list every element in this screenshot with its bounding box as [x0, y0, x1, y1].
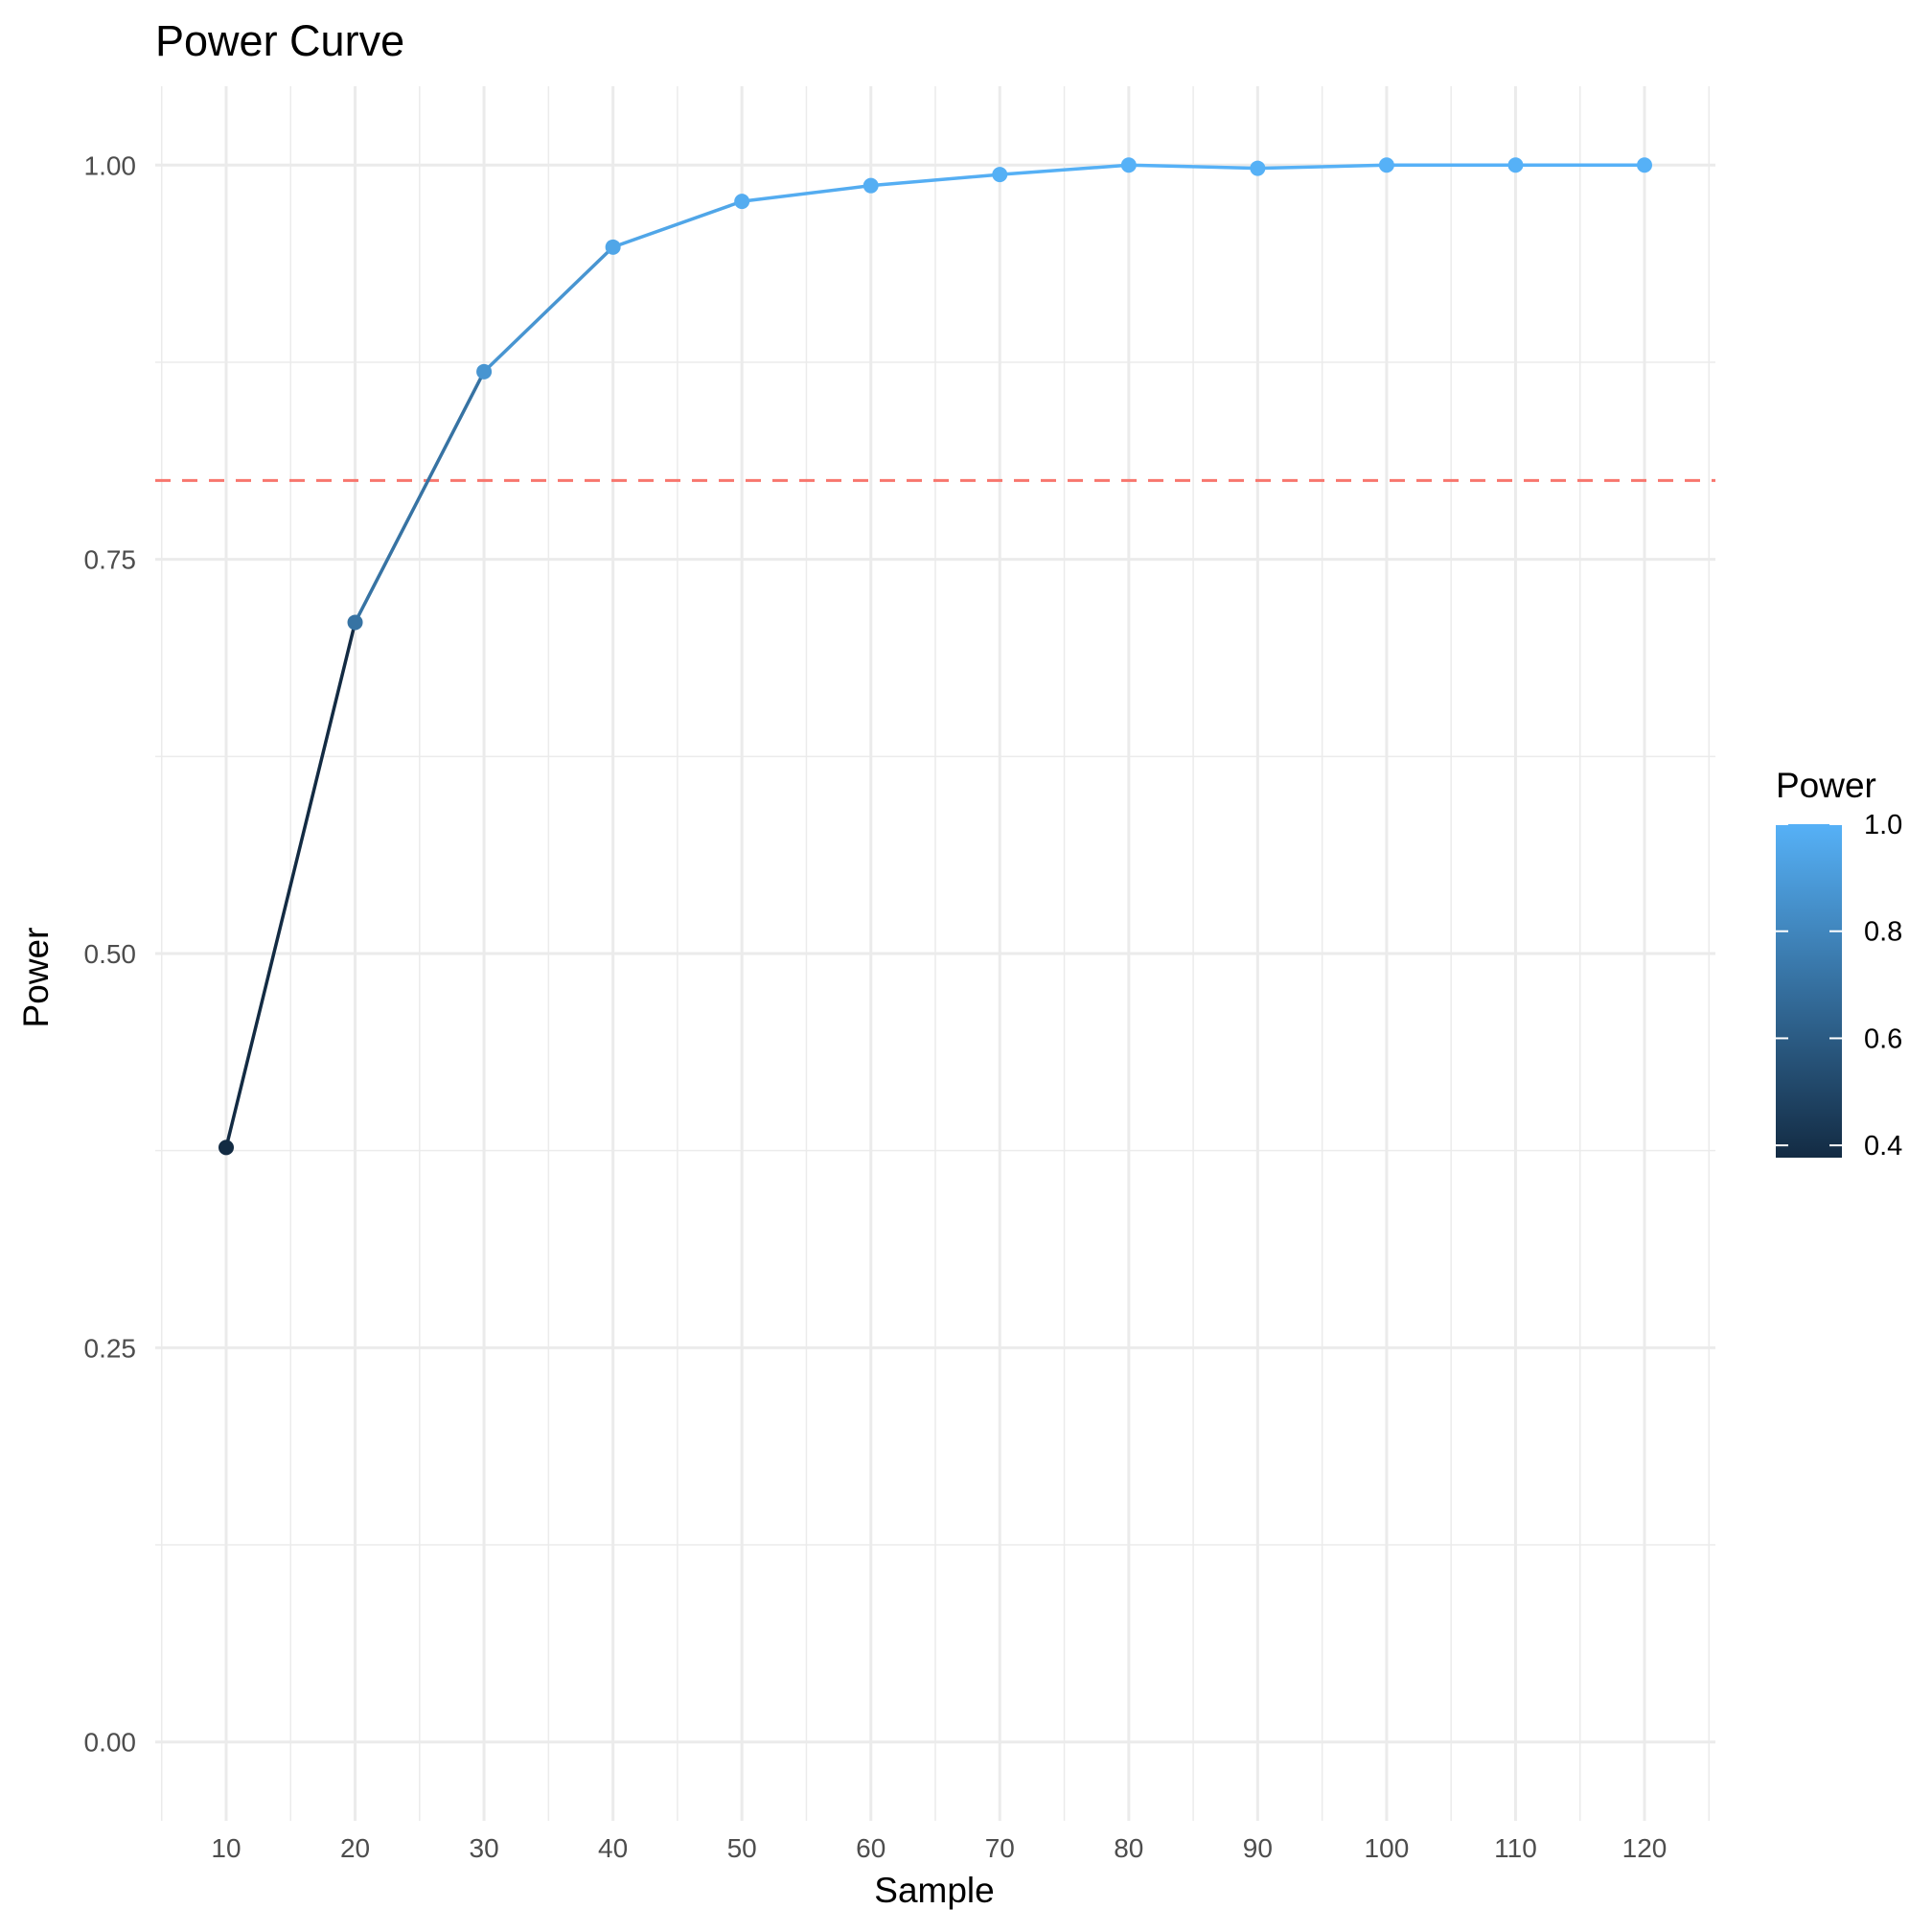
- x-tick-label: 20: [340, 1833, 370, 1863]
- x-tick-label: 80: [1114, 1833, 1143, 1863]
- data-point: [1507, 157, 1524, 173]
- data-point: [862, 177, 879, 194]
- series-line-segment: [740, 183, 873, 203]
- x-tick-label: 70: [985, 1833, 1015, 1863]
- legend-label: 1.0: [1864, 810, 1902, 840]
- legend-title: Power: [1776, 766, 1876, 805]
- y-axis-title: Power: [16, 928, 56, 1028]
- x-tick-labels: 10 20 30 40 50 60 70 80 90 100 110 120: [211, 1833, 1667, 1863]
- data-point: [347, 614, 363, 631]
- series-line-segment: [482, 245, 615, 374]
- series-line-segments: [224, 163, 1646, 1150]
- y-tick-label: 0.00: [84, 1728, 137, 1758]
- x-tick-label: 10: [211, 1833, 241, 1863]
- data-point: [218, 1139, 234, 1156]
- data-point: [1378, 157, 1394, 173]
- series-line-segment: [1255, 163, 1389, 171]
- series-line-segment: [353, 370, 486, 625]
- legend-label: 0.6: [1864, 1024, 1902, 1054]
- series-line-segment: [998, 163, 1131, 176]
- x-tick-label: 60: [856, 1833, 886, 1863]
- legend-ticks: 0.4 0.6 0.8 1.0: [1776, 810, 1902, 1162]
- x-tick-label: 110: [1494, 1833, 1537, 1863]
- data-point: [605, 239, 621, 255]
- y-tick-label: 1.00: [84, 150, 137, 180]
- data-point: [1250, 160, 1266, 176]
- x-tick-label: 100: [1365, 1833, 1410, 1863]
- y-tick-labels: 0.00 0.25 0.50 0.75 1.00: [84, 150, 137, 1757]
- data-point: [1637, 157, 1652, 173]
- color-legend: Power 0.4 0.6 0.8 1.0: [1776, 766, 1902, 1162]
- x-tick-label: 30: [470, 1833, 499, 1863]
- data-point: [1120, 157, 1137, 173]
- x-tick-label: 120: [1622, 1833, 1668, 1863]
- series-line-segment: [610, 199, 744, 249]
- series-line-segment: [868, 172, 1002, 188]
- chart-title: Power Curve: [155, 16, 404, 65]
- legend-label: 0.8: [1864, 917, 1902, 948]
- y-tick-label: 0.75: [84, 545, 137, 575]
- major-gridlines: [155, 86, 1715, 1821]
- legend-colorbar: [1776, 824, 1842, 1158]
- y-tick-label: 0.50: [84, 939, 137, 969]
- x-tick-label: 40: [598, 1833, 628, 1863]
- data-point: [992, 167, 1008, 183]
- series-points: [218, 157, 1652, 1156]
- data-point: [476, 363, 493, 380]
- x-tick-label: 90: [1243, 1833, 1273, 1863]
- series-line-segment: [224, 620, 357, 1150]
- y-tick-label: 0.25: [84, 1333, 137, 1363]
- x-tick-label: 50: [727, 1833, 757, 1863]
- series-line-segment: [1127, 163, 1260, 171]
- legend-label: 0.4: [1864, 1131, 1902, 1162]
- data-point: [734, 194, 750, 210]
- x-axis-title: Sample: [874, 1871, 994, 1910]
